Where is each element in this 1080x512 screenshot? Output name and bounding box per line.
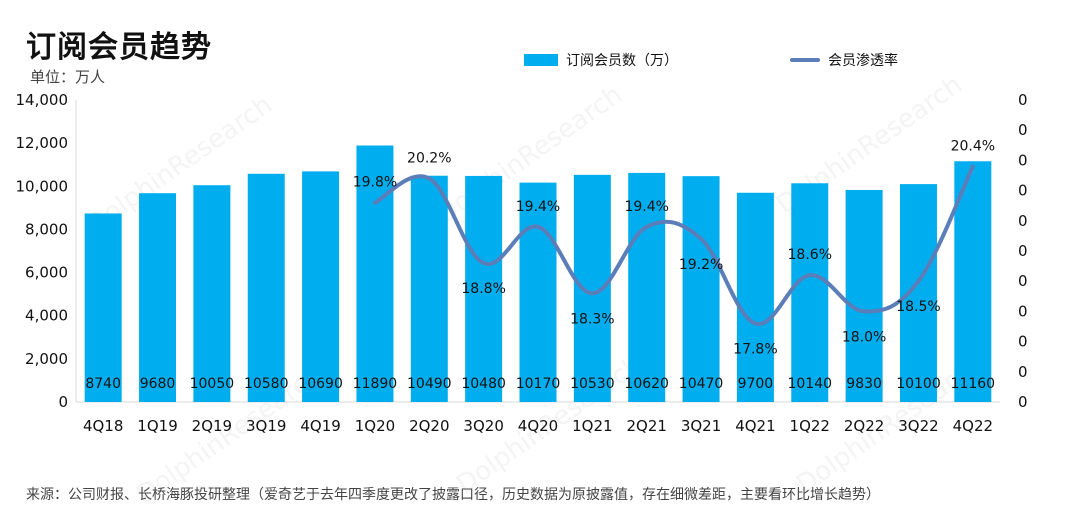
- bar-value-label: 10690: [298, 376, 343, 392]
- bar-value-label: 10620: [624, 376, 669, 392]
- bar: [954, 161, 992, 402]
- line-value-label: 18.3%: [570, 311, 614, 327]
- line-value-label: 17.8%: [733, 341, 777, 357]
- x-tick-label: 1Q19: [137, 417, 177, 435]
- line-value-label: 20.4%: [951, 138, 995, 154]
- bar: [899, 184, 937, 402]
- y-tick-right: 0: [1018, 91, 1028, 109]
- legend-bar: 订阅会员数（万）: [524, 50, 678, 70]
- x-tick-label: 3Q21: [681, 417, 721, 435]
- y-tick-left: 14,000: [16, 91, 69, 109]
- bar: [139, 193, 177, 402]
- bar-value-label: 10100: [896, 376, 941, 392]
- x-tick-label: 2Q20: [409, 417, 449, 435]
- y-tick-right: 0: [1018, 302, 1028, 320]
- legend-bar-label: 订阅会员数（万）: [566, 53, 678, 69]
- x-tick-label: 4Q20: [518, 417, 558, 435]
- bar-value-label: 10530: [570, 376, 615, 392]
- line-value-label: 18.0%: [842, 329, 886, 345]
- y-tick-left: 4,000: [25, 307, 68, 325]
- y-tick-right: 0: [1018, 151, 1028, 169]
- y-tick-right: 0: [1018, 272, 1028, 290]
- x-tick-label: 3Q22: [898, 417, 938, 435]
- x-tick-label: 1Q20: [355, 417, 395, 435]
- bar-value-label: 10490: [407, 376, 452, 392]
- legend-bar-swatch: [524, 54, 558, 66]
- bar: [736, 192, 774, 402]
- bar: [845, 189, 883, 402]
- bar: [410, 175, 448, 402]
- bar-value-label: 8740: [85, 376, 121, 392]
- y-tick-right: 0: [1018, 212, 1028, 230]
- bar: [791, 183, 829, 402]
- bar-value-label: 11890: [353, 376, 398, 392]
- bar: [682, 176, 720, 402]
- y-tick-right: 0: [1018, 393, 1028, 411]
- bar: [302, 171, 340, 402]
- bar-value-label: 10470: [679, 376, 724, 392]
- line-value-label: 19.8%: [353, 175, 397, 191]
- y-tick-left: 0: [58, 393, 68, 411]
- bar: [519, 182, 557, 402]
- bar-value-label: 11160: [951, 376, 996, 392]
- line-value-label: 19.4%: [624, 199, 668, 215]
- x-tick-label: 4Q18: [83, 417, 123, 435]
- y-tick-right: 0: [1018, 242, 1028, 260]
- bar-value-label: 10480: [461, 376, 506, 392]
- legend-line: 会员渗透率: [790, 50, 898, 70]
- y-tick-right: 0: [1018, 333, 1028, 351]
- line-value-label: 18.6%: [788, 247, 832, 263]
- line-value-label: 19.4%: [516, 199, 560, 215]
- x-tick-label: 3Q19: [246, 417, 286, 435]
- line-value-label: 19.2%: [679, 257, 723, 273]
- bar-value-label: 9700: [738, 376, 774, 392]
- line-value-label: 18.5%: [896, 299, 940, 315]
- bar: [247, 173, 285, 402]
- x-tick-label: 4Q22: [953, 417, 993, 435]
- bar: [465, 175, 503, 402]
- bar: [356, 145, 394, 402]
- unit-label: 单位：万人: [30, 68, 106, 86]
- y-tick-left: 10,000: [16, 177, 69, 195]
- x-tick-label: 2Q21: [626, 417, 666, 435]
- x-tick-label: 4Q21: [735, 417, 775, 435]
- bar-value-label: 10050: [190, 376, 235, 392]
- line-value-label: 20.2%: [407, 151, 451, 167]
- bar: [628, 172, 666, 402]
- x-tick-label: 1Q21: [572, 417, 612, 435]
- x-tick-label: 4Q19: [300, 417, 340, 435]
- x-tick-label: 1Q22: [790, 417, 830, 435]
- y-tick-left: 12,000: [16, 134, 69, 152]
- y-tick-left: 6,000: [25, 264, 68, 282]
- legend-line-label: 会员渗透率: [828, 53, 898, 69]
- line-value-label: 18.8%: [461, 281, 505, 297]
- bar: [193, 185, 231, 402]
- bar: [84, 213, 122, 402]
- bar-value-label: 10580: [244, 376, 289, 392]
- x-tick-label: 3Q20: [463, 417, 503, 435]
- source-note: 来源：公司财报、长桥海豚投研整理（爱奇艺于去年四季度更改了披露口径，历史数据为原…: [26, 487, 880, 503]
- y-tick-right: 0: [1018, 121, 1028, 139]
- legend-line-swatch: [790, 58, 820, 62]
- y-tick-right: 0: [1018, 363, 1028, 381]
- bar-value-label: 10170: [516, 376, 561, 392]
- y-tick-left: 2,000: [25, 350, 68, 368]
- chart-title: 订阅会员趋势: [26, 30, 212, 65]
- bar-value-label: 9680: [140, 376, 176, 392]
- y-tick-right: 0: [1018, 182, 1028, 200]
- bar-value-label: 10140: [787, 376, 832, 392]
- y-tick-left: 8,000: [25, 220, 68, 238]
- x-tick-label: 2Q22: [844, 417, 884, 435]
- x-tick-label: 2Q19: [192, 417, 232, 435]
- bar-value-label: 9830: [846, 376, 882, 392]
- penetration-line: [372, 164, 975, 326]
